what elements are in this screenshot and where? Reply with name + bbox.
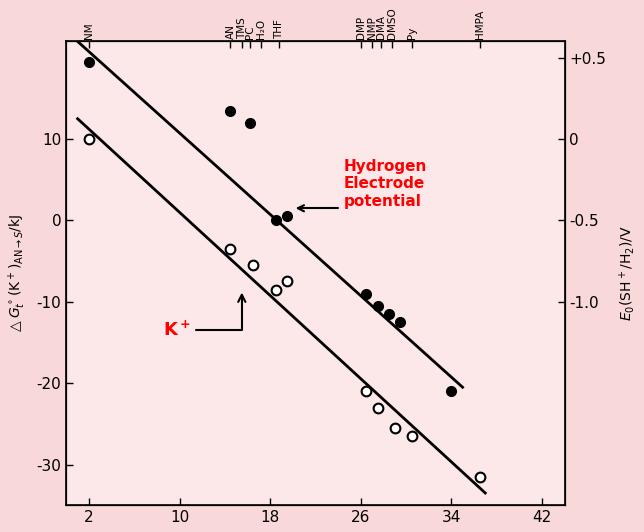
Text: Hydrogen
Electrode
potential: Hydrogen Electrode potential bbox=[298, 159, 427, 211]
Y-axis label: $\triangle G_t^\circ(\mathrm{K}^+)_{\mathrm{AN}\rightarrow S}/\mathrm{kJ}$: $\triangle G_t^\circ(\mathrm{K}^+)_{\mat… bbox=[7, 213, 28, 334]
Text: $\mathbf{K^+}$: $\mathbf{K^+}$ bbox=[162, 295, 245, 340]
Y-axis label: $E_0(\mathrm{SH}^+/\mathrm{H}_2)/\mathrm{V}$: $E_0(\mathrm{SH}^+/\mathrm{H}_2)/\mathrm… bbox=[618, 226, 637, 321]
